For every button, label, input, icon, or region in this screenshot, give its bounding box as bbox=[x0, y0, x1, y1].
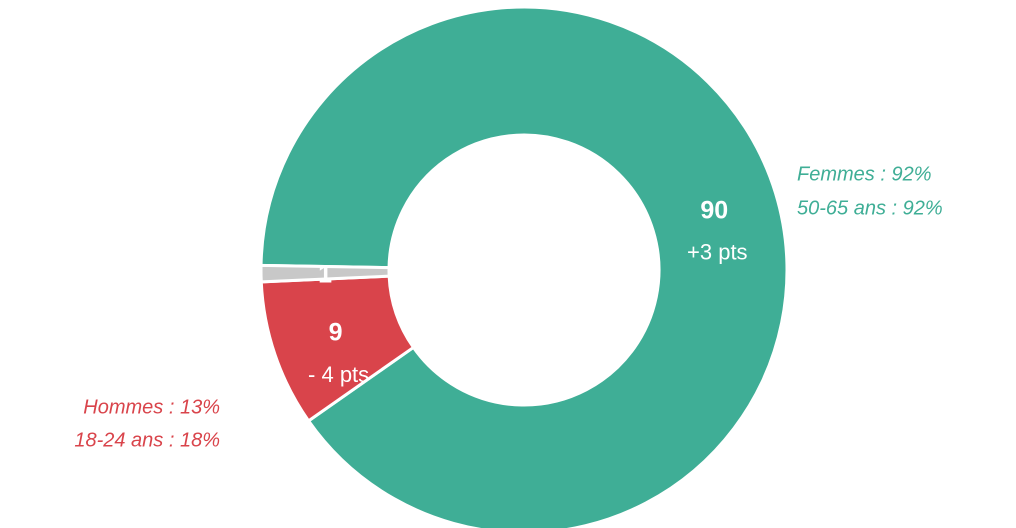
slices bbox=[259, 5, 789, 528]
annotation: Hommes : 13% bbox=[83, 396, 220, 418]
slice bbox=[259, 263, 391, 284]
annotation: 50-65 ans : 92% bbox=[797, 197, 943, 219]
sub-label: +3 pts bbox=[687, 240, 748, 265]
value-label: 9 bbox=[329, 319, 343, 347]
annotation: 18-24 ans : 18% bbox=[74, 429, 220, 451]
value-label: 90 bbox=[700, 196, 728, 224]
annotation: Femmes : 92% bbox=[797, 163, 931, 185]
value-label: 1 bbox=[318, 260, 332, 288]
labels: 90 +3 pts 9 - 4 pts 1 bbox=[308, 196, 748, 387]
sub-label: - 4 pts bbox=[308, 362, 369, 387]
slice bbox=[259, 5, 789, 528]
